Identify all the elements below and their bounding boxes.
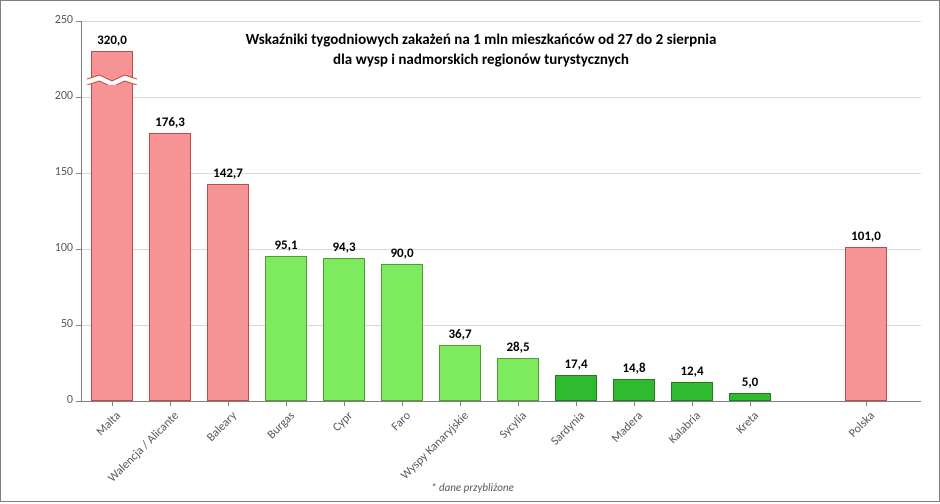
bar [613,379,655,401]
grid-line [81,21,921,22]
bar-value-label: 28,5 [487,340,549,355]
y-tick-label: 200 [33,89,73,103]
bar [729,393,771,401]
x-tick-mark [750,401,751,406]
x-tick-mark [634,401,635,406]
bar [91,51,133,401]
x-tick-mark [112,401,113,406]
x-tick-mark [576,401,577,406]
bar-value-label: 90,0 [371,246,433,261]
y-tick-label: 100 [33,241,73,255]
x-tick-label: Polska [783,409,878,504]
chart-container: Wskaźniki tygodniowych zakażeń na 1 mln … [0,0,940,502]
bar [555,375,597,401]
bar-value-label: 142,7 [197,166,259,181]
bar-value-label: 94,3 [313,240,375,255]
y-tick-label: 150 [33,165,73,179]
bar-value-label: 17,4 [545,357,607,372]
y-tick-label: 250 [33,13,73,27]
plot-area: 050100150200250320,0Malta176,3Walencja /… [81,21,921,401]
bar [497,358,539,401]
x-tick-mark [460,401,461,406]
x-tick-mark [866,401,867,406]
bar-value-label: 320,0 [81,33,143,48]
x-tick-mark [692,401,693,406]
bar-value-label: 12,4 [661,364,723,379]
footnote: * dane przybliżone [431,481,514,494]
grid-line [81,97,921,98]
x-axis [81,401,921,402]
bar [671,382,713,401]
y-tick-label: 0 [33,393,73,407]
bar [149,133,191,401]
bar [439,345,481,401]
y-tick-label: 50 [33,317,73,331]
bar-value-label: 176,3 [139,115,201,130]
bar [381,264,423,401]
bar-value-label: 5,0 [719,375,781,390]
y-axis [81,21,82,401]
x-tick-mark [228,401,229,406]
bar-value-label: 14,8 [603,361,665,376]
bar-value-label: 101,0 [835,229,897,244]
bar-value-label: 36,7 [429,327,491,342]
bar [207,184,249,401]
bar [323,258,365,401]
bar [845,247,887,401]
x-tick-mark [170,401,171,406]
bar [265,256,307,401]
bar-value-label: 95,1 [255,238,317,253]
x-tick-mark [402,401,403,406]
x-tick-mark [344,401,345,406]
x-tick-mark [518,401,519,406]
x-tick-mark [286,401,287,406]
